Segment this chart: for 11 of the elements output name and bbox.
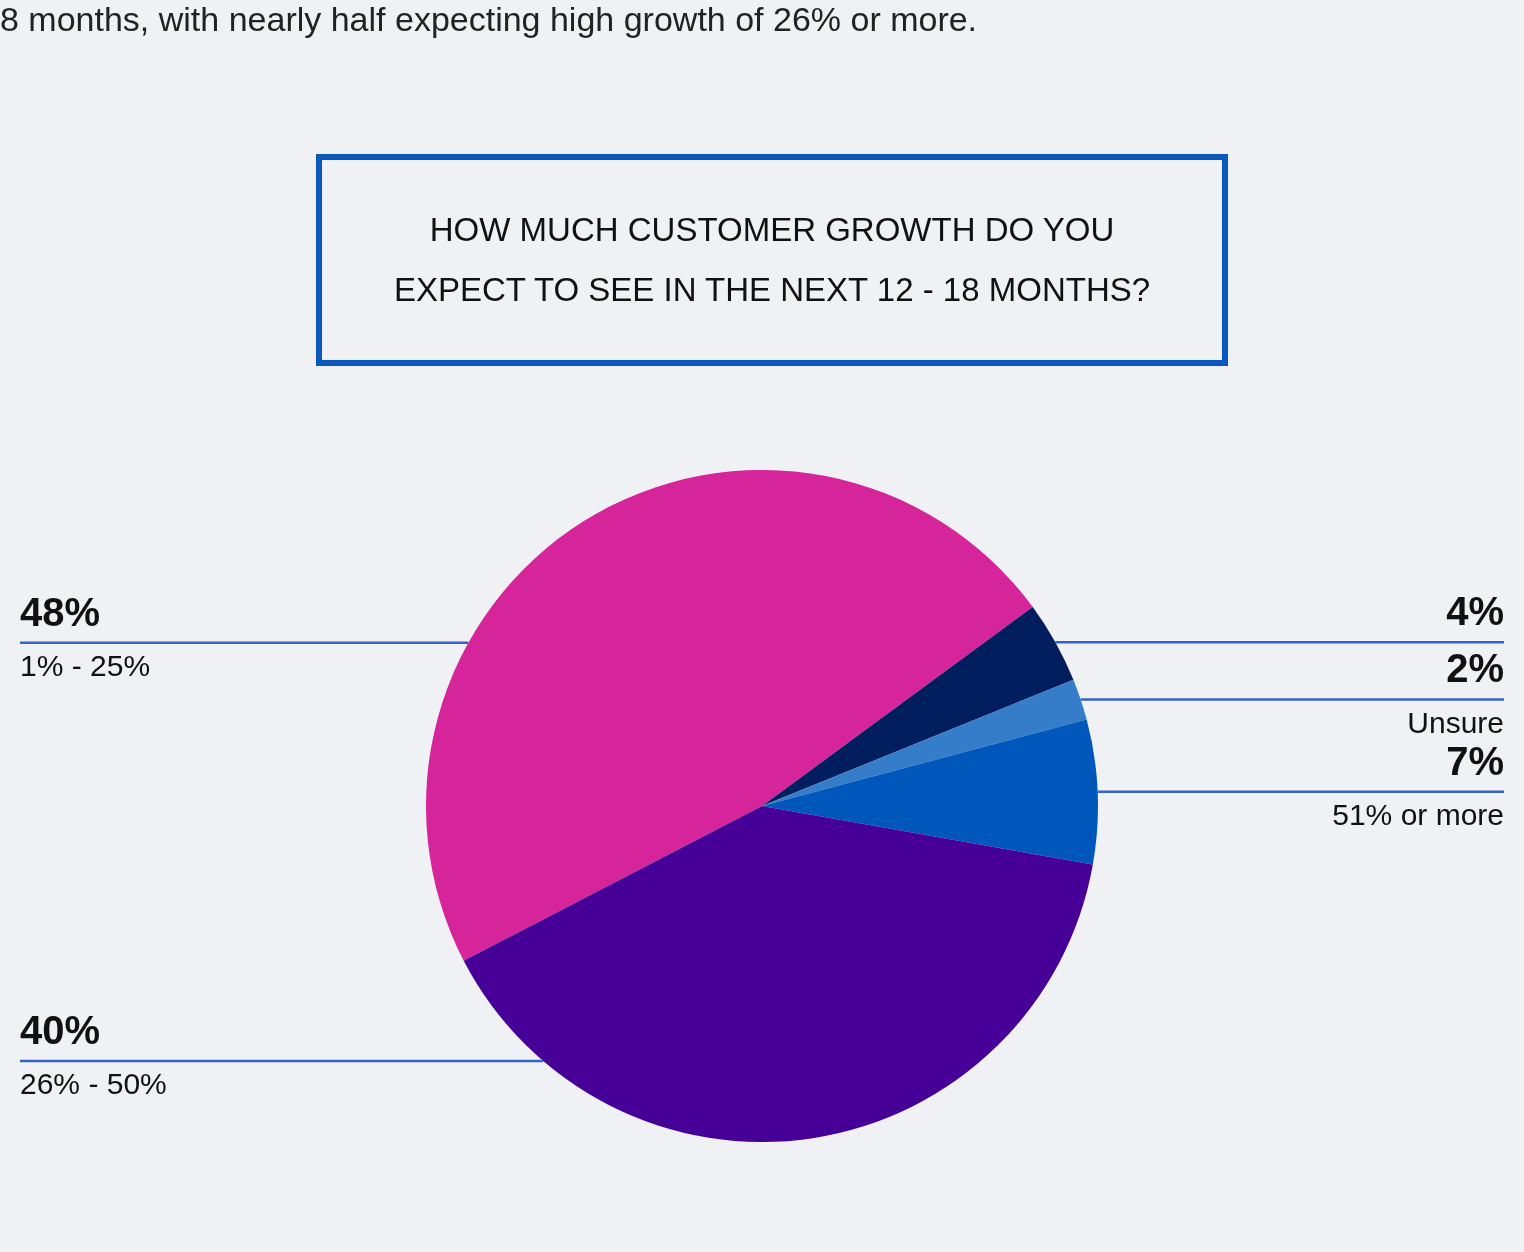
slice-label: Unsure [1407,705,1504,739]
slice-label: 1% - 25% [20,649,151,682]
data-label: 4% [1446,589,1504,634]
data-label: 48% [20,589,101,634]
slice-label: 51% or more [1332,797,1504,831]
data-label: 40% [20,1007,101,1052]
chart-subtitle: 8 months, with nearly half expecting high growth of 26% or more. [0,0,978,39]
data-label: 7% [1446,738,1504,783]
data-label: 2% [1446,646,1504,691]
chart-title: HOW MUCH CUSTOMER GROWTH DO YOU EXPECT TO SEE IN THE NEXT 12 - 18 MONTHS? [316,154,1228,366]
slice-label: 26% - 50% [20,1067,167,1101]
